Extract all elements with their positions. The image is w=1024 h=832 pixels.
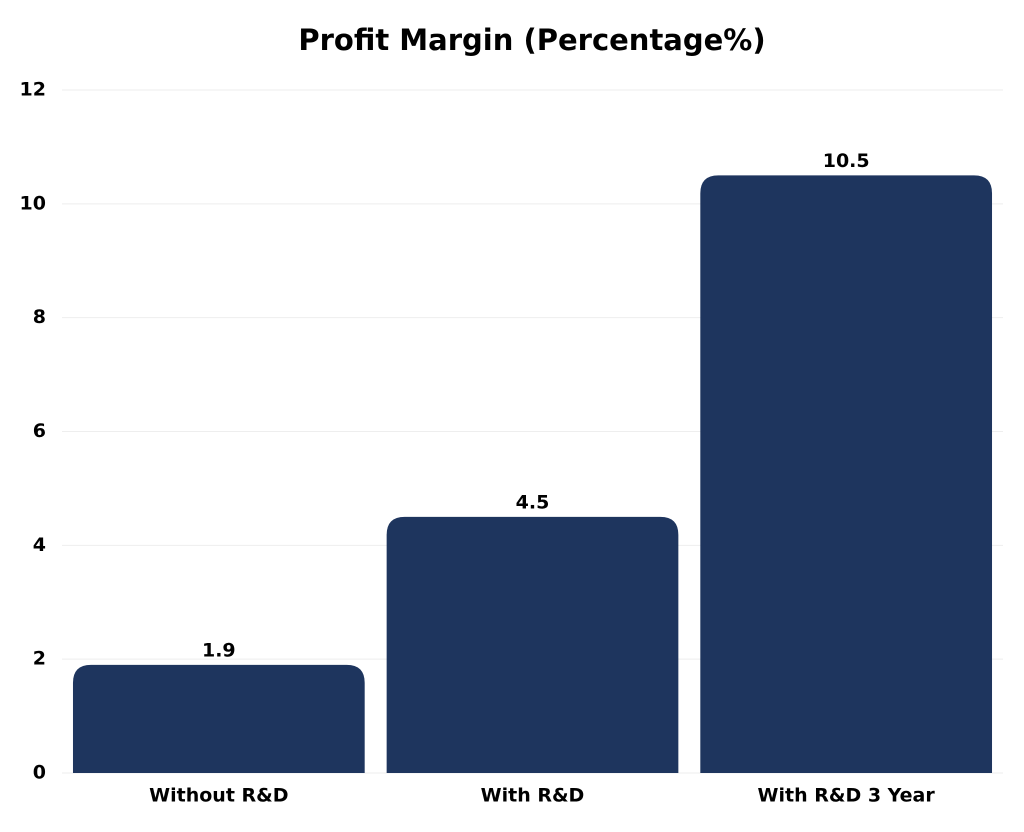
y-tick-label: 8 [33,306,46,328]
bar [386,516,679,773]
y-tick-label: 10 [20,192,46,214]
y-tick-label: 0 [33,762,46,784]
value-label: 4.5 [516,491,550,513]
x-tick-label: Without R&D [149,785,288,807]
x-tick-label: With R&D 3 Year [758,785,936,807]
x-tick-label: With R&D [481,785,585,807]
value-label: 1.9 [202,639,236,661]
value-label: 10.5 [823,150,870,172]
y-tick-label: 6 [33,420,46,442]
bar [72,664,365,773]
y-tick-label: 4 [33,534,46,556]
y-tick-label: 12 [20,79,46,101]
y-tick-label: 2 [33,648,46,670]
chart-title: Profit Margin (Percentage%) [298,23,765,57]
bar [700,175,993,773]
